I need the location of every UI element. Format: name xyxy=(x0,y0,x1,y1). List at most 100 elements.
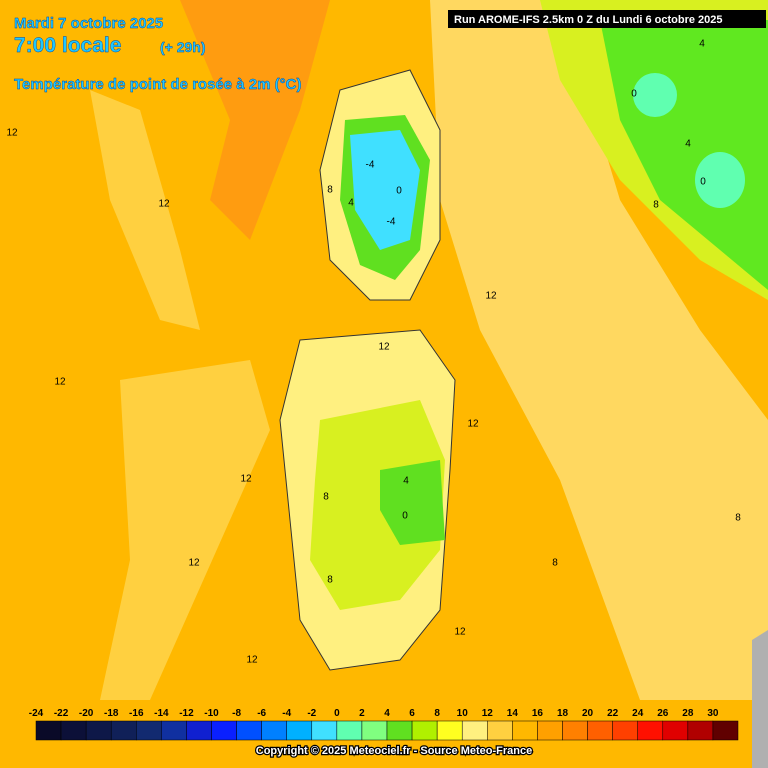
contour-label: 12 xyxy=(378,342,390,353)
colorbar-box xyxy=(562,720,588,741)
colorbar-box xyxy=(612,720,638,741)
colorbar-box xyxy=(261,720,287,741)
colorbar-box xyxy=(161,720,187,741)
contour-label: 12 xyxy=(6,128,18,139)
run-box xyxy=(448,10,766,28)
contour-label: 12 xyxy=(240,474,252,485)
colorbar-label: -14 xyxy=(154,708,169,719)
contour-label: 4 xyxy=(348,198,354,209)
contour-label: 4 xyxy=(403,476,409,487)
contour-label: 0 xyxy=(631,89,637,100)
colorbar-box xyxy=(712,720,739,741)
colorbar-box xyxy=(487,720,513,741)
colorbar-label: -20 xyxy=(79,708,94,719)
colorbar-label: 20 xyxy=(582,708,594,719)
date: Mardi 7 octobre 2025 xyxy=(14,15,163,32)
contour-labels: 12 12 12 12 12 12 8 4 -4 0 -4 12 12 12 8 4 0 8 12 8 8 8 0 4 4 0 xyxy=(6,39,741,666)
contour-label: 8 xyxy=(327,575,333,586)
run-info: Run AROME-IFS 2.5km 0 Z du Lundi 6 octob… xyxy=(454,14,723,26)
colorbar-label: 0 xyxy=(334,708,340,719)
colorbar-box xyxy=(35,720,62,741)
sardinia-yellow xyxy=(310,400,445,610)
contour-label: 12 xyxy=(467,419,479,430)
contour-label: 8 xyxy=(735,513,741,524)
colorbar-label: 16 xyxy=(532,708,544,719)
corsica-cold xyxy=(350,130,420,250)
colorbar-label: -24 xyxy=(29,708,44,719)
contour-label: 12 xyxy=(485,291,497,302)
colorbar-label: 24 xyxy=(632,708,644,719)
colorbar-label: 8 xyxy=(434,708,440,719)
contour-label: 4 xyxy=(699,39,705,50)
contour-label: 0 xyxy=(402,511,408,522)
contour-label: 8 xyxy=(323,492,329,503)
time: 7:00 locale xyxy=(14,34,121,57)
contour-label: 8 xyxy=(327,185,333,196)
colorbar-box xyxy=(537,720,563,741)
colorbar: -24 -22 -20 -18 -16 -14 -12 -10 -8 -6 -4 -2 0 2 4 6 8 10 1… xyxy=(29,708,739,741)
contour-label: 12 xyxy=(54,377,66,388)
colorbar-box xyxy=(461,720,488,741)
lead-time: (+ 29h) xyxy=(160,39,206,55)
moist-band xyxy=(430,0,768,700)
moist-streak xyxy=(100,360,270,700)
colorbar-label: 22 xyxy=(607,708,619,719)
colorbar-label: 28 xyxy=(682,708,694,719)
colorbar-label: -22 xyxy=(54,708,69,719)
colorbar-box xyxy=(512,720,538,741)
colorbar-label: 18 xyxy=(557,708,569,719)
colorbar-box xyxy=(286,720,313,741)
contour-label: 0 xyxy=(700,177,706,188)
colorbar-box xyxy=(361,720,388,741)
colorbar-label: 4 xyxy=(384,708,390,719)
colorbar-label: -12 xyxy=(179,708,194,719)
colorbar-label: 2 xyxy=(359,708,365,719)
colorbar-box xyxy=(662,720,689,741)
no-data xyxy=(752,630,768,768)
contour-label: -4 xyxy=(387,217,396,228)
colorbar-label: 12 xyxy=(482,708,494,719)
colorbar-box xyxy=(411,720,438,741)
colorbar-label: -18 xyxy=(104,708,119,719)
colorbar-box xyxy=(211,720,237,741)
colorbar-label: -16 xyxy=(129,708,144,719)
cold-spot xyxy=(695,152,745,208)
colorbar-box xyxy=(587,720,613,741)
contour-label: 4 xyxy=(685,139,691,150)
contour-label: 12 xyxy=(188,558,200,569)
contour-label: 12 xyxy=(158,199,170,210)
colorbar-box xyxy=(186,720,212,741)
colorbar-box xyxy=(60,720,87,741)
contour-label: 12 xyxy=(454,627,466,638)
colorbar-box xyxy=(236,720,262,741)
contour-label: 8 xyxy=(653,200,659,211)
colorbar-box xyxy=(687,720,714,741)
colorbar-box xyxy=(136,720,162,741)
warm-band xyxy=(180,0,330,240)
variable: Température de point de rosée à 2m (°C) xyxy=(14,76,301,93)
colorbar-label: -8 xyxy=(232,708,241,719)
colorbar-box xyxy=(85,720,112,741)
colorbar-label: 6 xyxy=(409,708,415,719)
contour-label: -4 xyxy=(366,160,375,171)
colorbar-label: 10 xyxy=(457,708,469,719)
colorbar-box xyxy=(386,720,413,741)
colorbar-box xyxy=(110,720,137,741)
sardinia-green xyxy=(380,460,445,545)
colorbar-label: 26 xyxy=(657,708,669,719)
copyright: Copyright © 2025 Meteociel.fr - Source M… xyxy=(256,745,532,757)
colorbar-label: -2 xyxy=(307,708,316,719)
contour-label: 0 xyxy=(396,186,402,197)
colorbar-label: -4 xyxy=(282,708,291,719)
colorbar-box xyxy=(436,720,463,741)
cold-spot xyxy=(633,73,677,117)
colorbar-label: 14 xyxy=(507,708,519,719)
contour-label: 8 xyxy=(552,558,558,569)
colorbar-box xyxy=(311,720,338,741)
colorbar-label: -6 xyxy=(257,708,266,719)
colorbar-label: 30 xyxy=(707,708,719,719)
moist-streak xyxy=(90,90,200,330)
colorbar-box xyxy=(637,720,664,741)
